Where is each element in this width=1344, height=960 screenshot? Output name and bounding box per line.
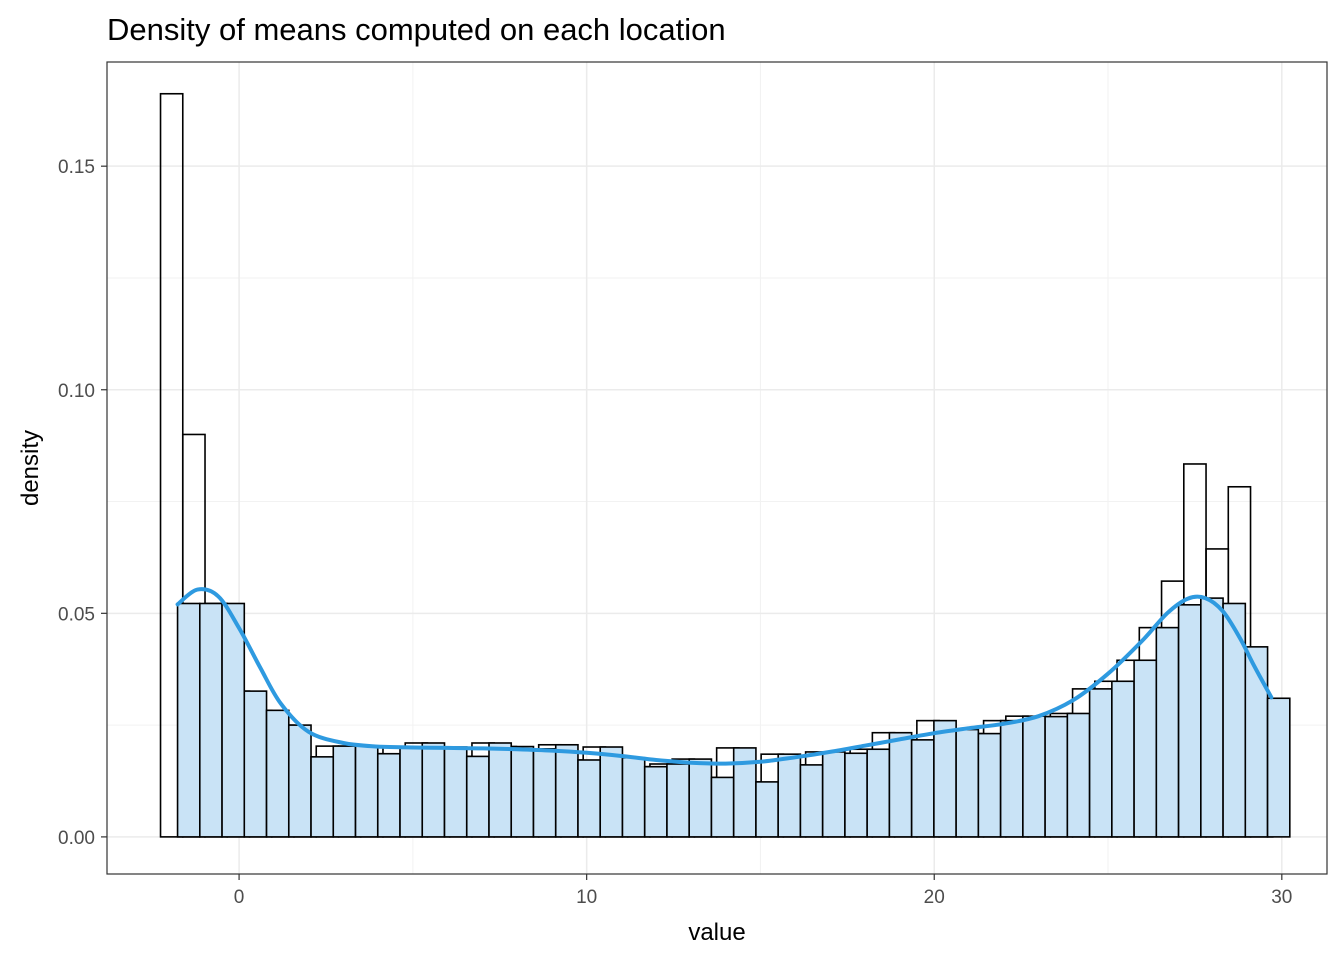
density-histogram-bar xyxy=(1266,697,1291,838)
density-histogram-bar xyxy=(1066,712,1091,838)
x-axis: 0 10 20 30 xyxy=(234,874,1292,908)
density-histogram-bar xyxy=(310,756,335,838)
density-histogram-bar xyxy=(554,743,579,838)
x-tick-label: 20 xyxy=(924,887,945,908)
y-tick-label: 0.15 xyxy=(58,157,95,178)
y-tick-label: 0.00 xyxy=(58,828,95,849)
density-histogram-bar xyxy=(1155,626,1180,838)
density-histogram-bar xyxy=(866,748,891,838)
density-histogram-bar xyxy=(376,752,401,838)
density-histogram-bar xyxy=(1088,688,1113,838)
density-histogram-bar xyxy=(221,602,246,838)
density-histogram-bar xyxy=(421,742,446,838)
density-histogram-bar xyxy=(465,755,490,838)
density-histogram-bars xyxy=(176,597,1291,838)
density-histogram-bar xyxy=(999,719,1024,838)
density-histogram-bar xyxy=(599,746,624,838)
density-histogram-bar xyxy=(777,753,802,838)
density-histogram-bar xyxy=(399,746,424,838)
chart-title: Density of means computed on each locati… xyxy=(107,12,726,47)
density-histogram-bar xyxy=(1177,604,1202,838)
density-histogram-bar xyxy=(1111,680,1135,838)
density-histogram-bar xyxy=(821,751,846,838)
density-histogram-bar xyxy=(666,763,690,838)
density-histogram-bar xyxy=(354,745,379,838)
y-axis-title: density xyxy=(17,430,44,506)
density-histogram-bar xyxy=(888,731,913,838)
density-histogram-bar xyxy=(1200,597,1224,838)
density-histogram-bar xyxy=(176,602,201,838)
x-tick-label: 10 xyxy=(576,887,597,908)
x-tick-label: 0 xyxy=(234,887,245,908)
density-histogram-bar xyxy=(621,756,646,838)
density-histogram-bar xyxy=(1133,659,1158,838)
density-histogram-bar xyxy=(243,690,268,838)
density-histogram-bar xyxy=(688,758,713,838)
density-curve xyxy=(175,587,1274,766)
y-tick-label: 0.10 xyxy=(58,381,95,402)
density-histogram-bar xyxy=(799,764,824,838)
density-histogram-bar xyxy=(1244,646,1269,838)
density-histogram-bar xyxy=(844,752,868,838)
y-tick-label: 0.05 xyxy=(58,604,95,625)
x-tick-label: 30 xyxy=(1271,887,1292,908)
density-histogram-bar xyxy=(1044,715,1069,838)
density-histogram-bar xyxy=(265,709,290,838)
density-histogram-bar xyxy=(199,602,223,838)
density-histogram-bar xyxy=(443,746,468,838)
plot-panel-border xyxy=(106,61,1328,875)
density-histogram-bar xyxy=(287,724,312,838)
density-histogram-bar xyxy=(510,745,535,838)
y-axis: 0.00 0.05 0.10 0.15 xyxy=(58,157,107,849)
density-histogram-bar xyxy=(643,765,668,838)
density-histogram-bar xyxy=(910,739,935,838)
density-histogram-bar xyxy=(332,745,357,838)
density-histogram-bar xyxy=(488,742,513,838)
x-axis-title: value xyxy=(688,919,745,946)
density-histogram-bar xyxy=(577,759,602,838)
density-histogram-bar xyxy=(933,719,957,838)
density-histogram-bar xyxy=(1022,715,1046,838)
density-histogram-bar xyxy=(755,781,779,838)
density-histogram-bar xyxy=(532,748,557,838)
density-histogram-bar xyxy=(955,728,980,838)
density-histogram-bar xyxy=(977,732,1002,838)
density-curve-layer xyxy=(175,587,1274,766)
density-histogram-bar xyxy=(710,776,735,838)
